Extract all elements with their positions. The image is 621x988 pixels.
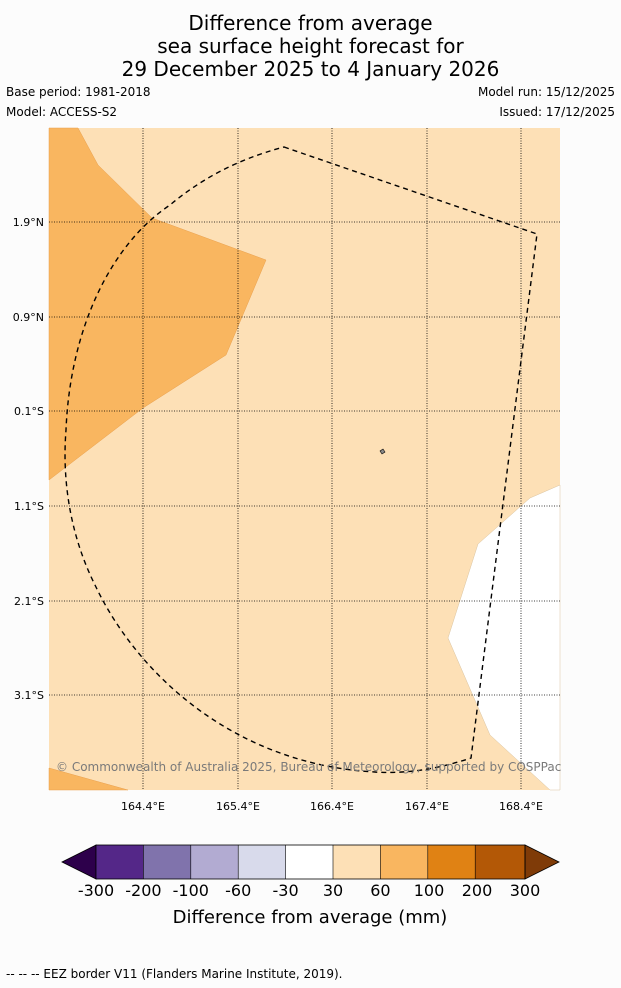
lon-label: 168.4°E <box>499 800 543 813</box>
colorbar-segment <box>143 845 191 879</box>
colorbar-segment <box>427 845 476 879</box>
lon-label: 165.4°E <box>216 800 260 813</box>
anomaly-region-60-100-southwest <box>48 767 129 791</box>
colorbar-tick: -100 <box>173 881 209 900</box>
gridlines <box>49 128 560 790</box>
model-run-label: Model run: 15/12/2025 <box>477 85 615 99</box>
colorbar-segment <box>96 845 144 879</box>
colorbar-tick: 200 <box>462 881 493 900</box>
colorbar-segment <box>238 845 286 879</box>
longitude-labels: 164.4°E 165.4°E 166.4°E 167.4°E 168.4°E <box>121 800 543 813</box>
colorbar-extend-high <box>524 844 560 880</box>
colorbar-tick: 30 <box>323 881 343 900</box>
lat-label: 3.1°S <box>14 689 44 702</box>
colorbar-title: Difference from average (mm) <box>173 907 448 928</box>
copyright-text: © Commonwealth of Australia 2025, Bureau… <box>56 760 561 774</box>
eez-legend-footer: -- -- -- EEZ border V11 (Flanders Marine… <box>6 967 343 981</box>
lat-label: 1.9°N <box>13 216 44 229</box>
lon-label: 166.4°E <box>310 800 354 813</box>
colorbar-segment <box>475 845 525 879</box>
colorbar-tick: 100 <box>414 881 445 900</box>
colorbar-tick: -60 <box>225 881 251 900</box>
lat-label: 1.1°S <box>14 500 44 513</box>
colorbar-segment <box>333 845 381 879</box>
lat-label: 0.1°S <box>14 405 44 418</box>
lat-label: 2.1°S <box>14 595 44 608</box>
lat-label: 0.9°N <box>13 311 44 324</box>
colorbar-segment <box>285 845 333 879</box>
colorbar: -300 -200 -100 -60 -30 30 60 100 200 300… <box>61 844 560 928</box>
lon-label: 167.4°E <box>405 800 449 813</box>
colorbar-tick: -300 <box>78 881 114 900</box>
anomaly-region-60-100-west <box>48 127 267 481</box>
colorbar-tick: 60 <box>370 881 390 900</box>
lon-label: 164.4°E <box>121 800 165 813</box>
colorbar-tick: -30 <box>273 881 299 900</box>
base-period-label: Base period: 1981-2018 <box>6 85 151 99</box>
title-line-3: 29 December 2025 to 4 January 2026 <box>121 57 500 81</box>
colorbar-frame <box>95 844 526 880</box>
island <box>379 448 386 455</box>
colorbar-segment <box>190 845 239 879</box>
colorbar-tick: -200 <box>125 881 161 900</box>
colorbar-tick-labels: -300 -200 -100 -60 -30 30 60 100 200 300 <box>78 881 540 900</box>
chart-title: Difference from average sea surface heig… <box>0 12 621 81</box>
colorbar-extend-low <box>61 844 97 880</box>
eez-border <box>64 146 538 774</box>
title-line-1: Difference from average <box>188 11 433 35</box>
title-line-2: sea surface height forecast for <box>157 34 464 58</box>
latitude-labels: 1.9°N 0.9°N 0.1°S 1.1°S 2.1°S 3.1°S <box>13 216 44 702</box>
colorbar-tick: 300 <box>510 881 541 900</box>
colorbar-segment <box>380 845 428 879</box>
model-label: Model: ACCESS-S2 <box>6 105 118 119</box>
issued-label: Issued: 17/12/2025 <box>499 105 615 119</box>
